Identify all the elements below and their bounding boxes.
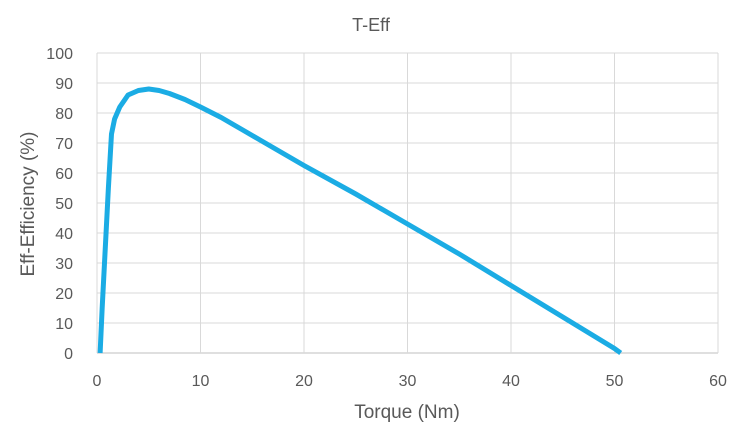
y-tick-label: 40 (55, 226, 73, 243)
chart-title: T-Eff (352, 15, 391, 35)
x-tick-labels: 0 10 20 30 40 50 60 (93, 373, 727, 390)
y-axis-title: Eff-Efficiency (%) (18, 131, 39, 276)
series-line-0 (97, 86, 623, 356)
x-tick-label: 10 (192, 373, 210, 390)
y-tick-label: 50 (55, 196, 73, 213)
x-tick-label: 0 (93, 373, 102, 390)
x-tick-label: 50 (606, 373, 624, 390)
y-tick-labels: 0 10 20 30 40 50 60 70 80 90 100 (46, 46, 73, 363)
x-tick-label: 60 (709, 373, 727, 390)
series-layer (97, 86, 623, 356)
grid (96, 52, 719, 354)
y-tick-label: 0 (64, 346, 73, 363)
y-tick-label: 30 (55, 256, 73, 273)
y-tick-label: 60 (55, 166, 73, 183)
y-tick-label: 20 (55, 286, 73, 303)
y-tick-label: 80 (55, 106, 73, 123)
x-axis-title: Torque (Nm) (354, 402, 460, 423)
y-tick-label: 70 (55, 136, 73, 153)
x-tick-label: 20 (295, 373, 313, 390)
x-tick-label: 30 (399, 373, 417, 390)
y-tick-label: 100 (46, 46, 73, 63)
y-tick-label: 90 (55, 76, 73, 93)
x-tick-label: 40 (502, 373, 520, 390)
y-tick-label: 10 (55, 316, 73, 333)
